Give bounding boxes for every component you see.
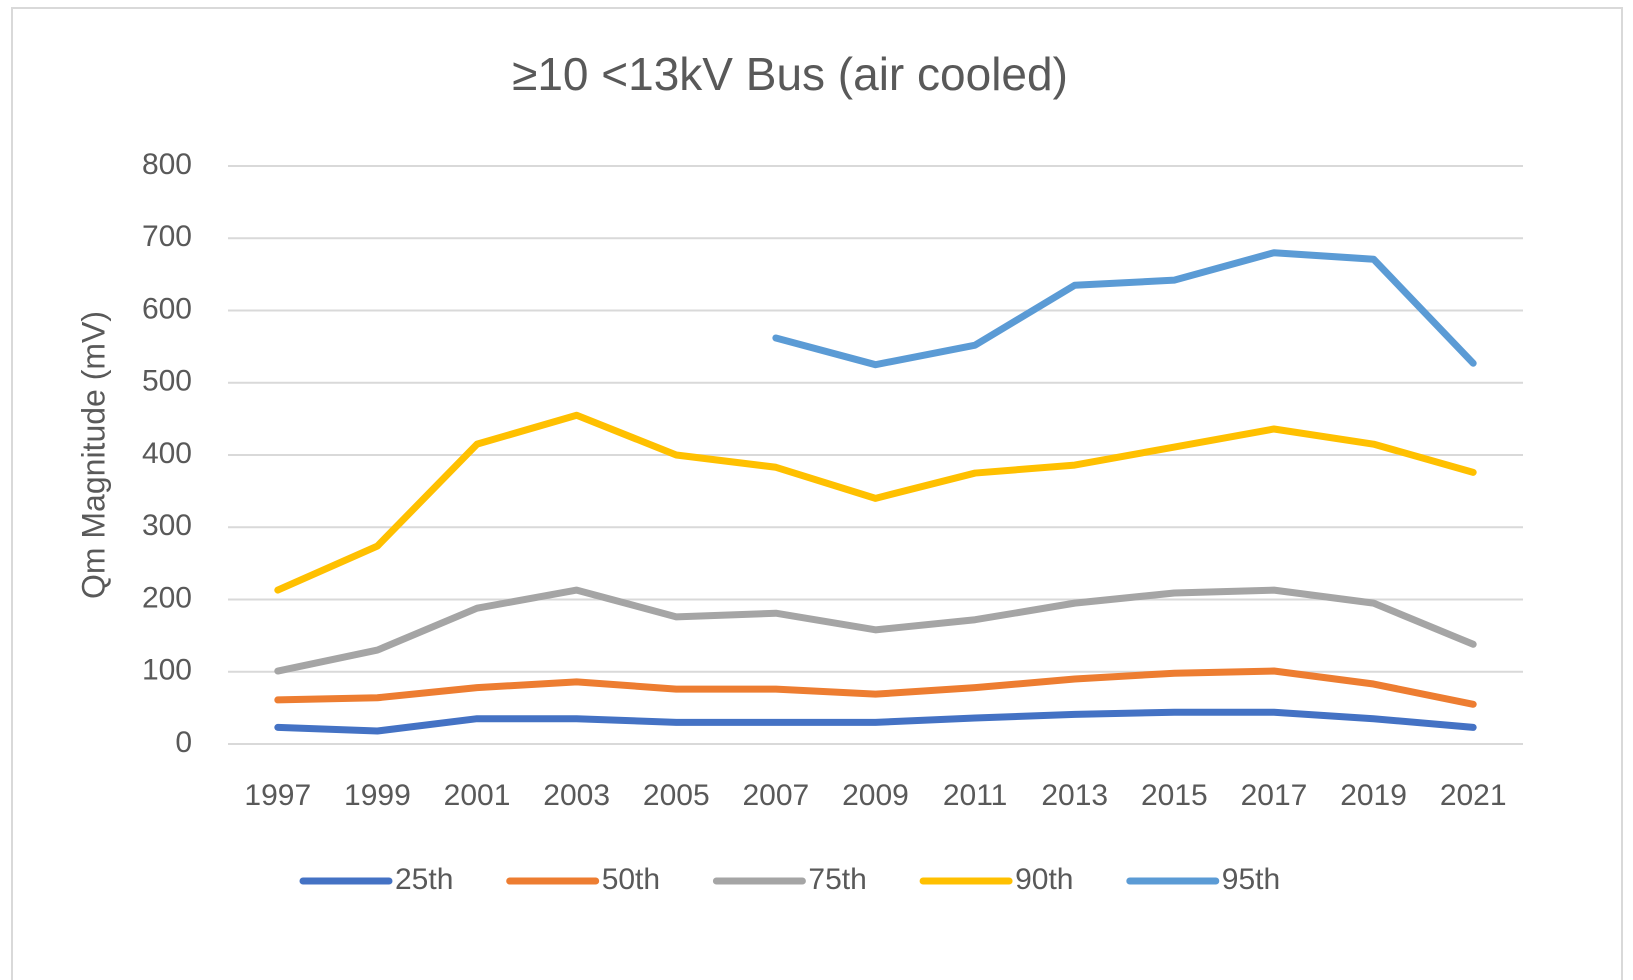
x-tick-label: 2005 bbox=[643, 779, 710, 812]
x-tick-label: 2009 bbox=[842, 779, 909, 812]
series-line bbox=[274, 411, 1477, 594]
x-tick-label: 2007 bbox=[743, 779, 810, 812]
legend-label: 50th bbox=[602, 863, 660, 896]
x-tick-label: 2003 bbox=[543, 779, 610, 812]
x-tick-label: 2001 bbox=[444, 779, 511, 812]
series-line bbox=[772, 249, 1477, 369]
x-tick-label: 1999 bbox=[344, 779, 411, 812]
y-tick-label: 100 bbox=[142, 654, 192, 687]
y-tick-label: 700 bbox=[142, 220, 192, 253]
chart-title: ≥10 <13kV Bus (air cooled) bbox=[512, 48, 1068, 100]
x-tick-label: 2013 bbox=[1041, 779, 1108, 812]
x-tick-label: 2019 bbox=[1340, 779, 1407, 812]
y-tick-label: 0 bbox=[175, 726, 192, 759]
x-tick-label: 2021 bbox=[1440, 779, 1507, 812]
y-tick-label: 600 bbox=[142, 292, 192, 325]
y-axis-label: Qm Magnitude (mV) bbox=[75, 311, 111, 599]
chart-border bbox=[11, 7, 1623, 980]
series-line bbox=[274, 586, 1477, 675]
y-tick-label: 800 bbox=[142, 148, 192, 181]
y-tick-label: 500 bbox=[142, 365, 192, 398]
y-tick-label: 200 bbox=[142, 581, 192, 614]
x-tick-label: 2017 bbox=[1241, 779, 1308, 812]
y-tick-label: 400 bbox=[142, 437, 192, 470]
series-line bbox=[274, 708, 1477, 735]
y-tick-label: 300 bbox=[142, 509, 192, 542]
legend-label: 90th bbox=[1015, 863, 1073, 896]
legend-label: 75th bbox=[808, 863, 866, 896]
series-line bbox=[274, 667, 1477, 708]
x-tick-label: 2011 bbox=[943, 779, 1008, 812]
legend-label: 25th bbox=[395, 863, 453, 896]
x-tick-label: 1997 bbox=[244, 779, 311, 812]
legend-label: 95th bbox=[1222, 863, 1280, 896]
x-tick-label: 2015 bbox=[1141, 779, 1208, 812]
